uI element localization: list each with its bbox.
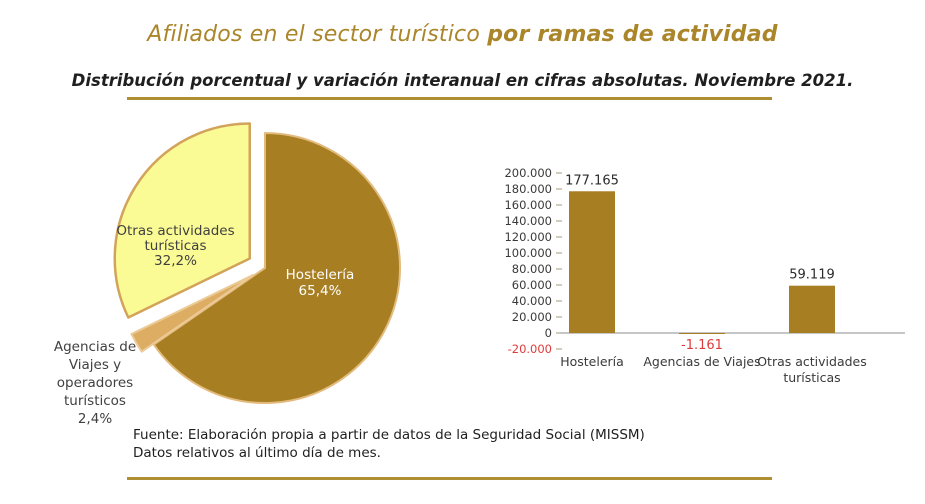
pie-slice-2 [113, 122, 251, 319]
bar-category-hosteleria: Hostelería [560, 354, 624, 369]
subtitle: Distribución porcentual y variación inte… [71, 71, 854, 90]
bar-category-agencias: Agencias de Viajes [643, 354, 761, 369]
y-axis-label: 120.000 [504, 230, 552, 244]
bar-0 [569, 191, 615, 333]
y-axis-label: 40.000 [512, 294, 552, 308]
y-axis-label: 180.000 [504, 182, 552, 196]
pie-chart [113, 122, 401, 404]
y-axis-label: -20.000 [508, 342, 552, 356]
y-axis-label: 160.000 [504, 198, 552, 212]
bar-1 [679, 333, 725, 334]
bar-chart: 200.000 180.000 160.000 140.000 120.000 100.0… [504, 166, 905, 356]
data-note-line: Datos relativos al último día de mes. [133, 444, 381, 461]
source-note: Fuente: Elaboración propia a partir de d… [133, 427, 645, 462]
page-title: Afiliados en el sector turístico por ram… [0, 22, 925, 47]
y-axis-label: 200.000 [504, 166, 552, 180]
title-bold: por ramas de actividad [487, 22, 778, 47]
y-axis-label: 0 [545, 326, 552, 340]
bar-value-label-2: 59.119 [789, 268, 835, 283]
y-axis-label: 20.000 [512, 310, 552, 324]
pie-label-otras: Otras actividades turísticas 32,2% [116, 223, 235, 269]
pie-label-hosteleria: Hostelería 65,4% [285, 267, 355, 299]
source-line: Fuente: Elaboración propia a partir de d… [133, 427, 645, 443]
divider-top [127, 97, 772, 100]
y-axis-label: 80.000 [512, 262, 552, 276]
y-axis-label: 60.000 [512, 278, 552, 292]
y-axis-label: 140.000 [504, 214, 552, 228]
bar-value-label-1: -1.161 [681, 338, 723, 353]
bar-value-label-0: 177.165 [565, 173, 619, 188]
pie-slice-0 [152, 132, 401, 404]
pie-slice-1 [130, 274, 254, 353]
title-regular: Afiliados en el sector turístico [147, 22, 488, 47]
bar-2 [789, 285, 835, 333]
divider-bottom [127, 477, 772, 480]
pie-label-agencias: Agencias de Viajes y operadores turístic… [53, 339, 137, 427]
y-axis-label: 100.000 [504, 246, 552, 260]
bar-category-otras: Otras actividades turísticas [757, 354, 867, 385]
